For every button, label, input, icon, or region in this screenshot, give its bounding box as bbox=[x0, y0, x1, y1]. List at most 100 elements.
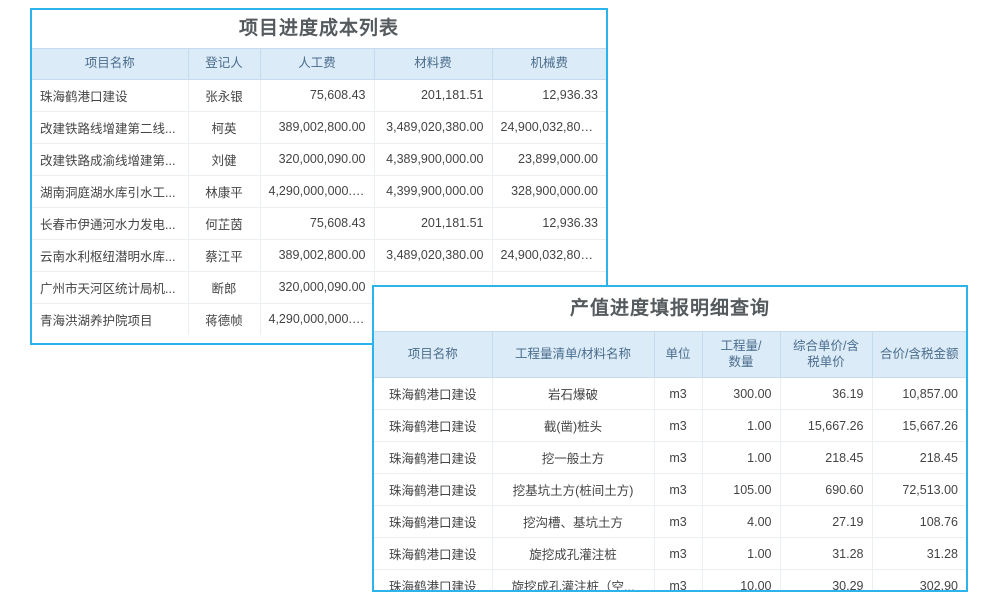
panel-output-progress-detail-query: 产值进度填报明细查询 项目名称 工程量清单/材料名称 单位 工程量/ 数量 综合… bbox=[372, 285, 968, 592]
cell-unit-price: 30.29 bbox=[780, 569, 873, 590]
cell-machinery-cost: 24,900,032,800.00 bbox=[492, 239, 606, 272]
cell-boq-material-name: 旋挖成孔灌注桩（空... bbox=[492, 569, 655, 590]
column-header-total-amount[interactable]: 合价/含税金额 bbox=[872, 330, 966, 379]
cell-project-name[interactable]: 云南水利枢纽潜明水库... bbox=[32, 239, 189, 272]
table-row[interactable]: 改建铁路线增建第二线... 柯英 389,002,800.00 3,489,02… bbox=[32, 111, 606, 144]
cell-labor-cost: 4,290,000,000.00 bbox=[260, 175, 375, 208]
cell-unit: m3 bbox=[654, 505, 703, 539]
column-header-machinery-cost[interactable]: 机械费 bbox=[492, 48, 606, 80]
cell-quantity: 300.00 bbox=[702, 377, 781, 411]
column-header-quantity[interactable]: 工程量/ 数量 bbox=[702, 330, 781, 379]
cell-project-name[interactable]: 珠海鹤港口建设 bbox=[374, 569, 493, 590]
cell-unit-price: 36.19 bbox=[780, 377, 873, 411]
cell-registrant: 蔡江平 bbox=[188, 239, 261, 272]
table-row[interactable]: 改建铁路成渝线增建第... 刘健 320,000,090.00 4,389,90… bbox=[32, 143, 606, 176]
cell-project-name[interactable]: 广州市天河区统计局机... bbox=[32, 271, 189, 304]
cell-quantity: 1.00 bbox=[702, 409, 781, 443]
cell-unit: m3 bbox=[654, 377, 703, 411]
column-header-registrant[interactable]: 登记人 bbox=[188, 48, 261, 80]
cell-project-name[interactable]: 长春市伊通河水力发电... bbox=[32, 207, 189, 240]
cell-labor-cost: 320,000,090.00 bbox=[260, 271, 375, 304]
table-row[interactable]: 珠海鹤港口建设 旋挖成孔灌注桩（空... m3 10.00 30.29 302.… bbox=[374, 569, 966, 590]
column-header-unit-price[interactable]: 综合单价/含 税单价 bbox=[780, 330, 873, 379]
cell-registrant: 何芷茵 bbox=[188, 207, 261, 240]
cell-project-name[interactable]: 珠海鹤港口建设 bbox=[32, 79, 189, 112]
cell-labor-cost: 389,002,800.00 bbox=[260, 111, 375, 144]
cell-unit: m3 bbox=[654, 441, 703, 475]
cell-unit: m3 bbox=[654, 473, 703, 507]
cell-quantity: 10.00 bbox=[702, 569, 781, 590]
cell-registrant: 刘健 bbox=[188, 143, 261, 176]
cell-quantity: 1.00 bbox=[702, 441, 781, 475]
table-row[interactable]: 珠海鹤港口建设 旋挖成孔灌注桩 m3 1.00 31.28 31.28 bbox=[374, 537, 966, 571]
cell-unit: m3 bbox=[654, 569, 703, 590]
cell-unit: m3 bbox=[654, 537, 703, 571]
table-row[interactable]: 珠海鹤港口建设 挖一般土方 m3 1.00 218.45 218.45 bbox=[374, 441, 966, 475]
table-header-row: 项目名称 工程量清单/材料名称 单位 工程量/ 数量 综合单价/含 税单价 合价… bbox=[374, 330, 966, 379]
table-row[interactable]: 珠海鹤港口建设 挖基坑土方(桩间土方) m3 105.00 690.60 72,… bbox=[374, 473, 966, 507]
column-header-boq-material-name[interactable]: 工程量清单/材料名称 bbox=[492, 330, 655, 379]
cell-registrant: 柯英 bbox=[188, 111, 261, 144]
cell-boq-material-name: 挖一般土方 bbox=[492, 441, 655, 475]
column-header-unit[interactable]: 单位 bbox=[654, 330, 703, 379]
cell-labor-cost: 75,608.43 bbox=[260, 207, 375, 240]
cell-total-amount: 218.45 bbox=[872, 441, 966, 475]
column-header-project-name[interactable]: 项目名称 bbox=[32, 48, 189, 80]
table-row[interactable]: 珠海鹤港口建设 岩石爆破 m3 300.00 36.19 10,857.00 bbox=[374, 377, 966, 411]
cell-unit-price: 690.60 bbox=[780, 473, 873, 507]
table-row[interactable]: 湖南洞庭湖水库引水工... 林康平 4,290,000,000.00 4,399… bbox=[32, 175, 606, 208]
cell-labor-cost: 4,290,000,000.00 bbox=[260, 303, 375, 335]
cell-labor-cost: 320,000,090.00 bbox=[260, 143, 375, 176]
cell-boq-material-name: 截(凿)桩头 bbox=[492, 409, 655, 443]
cell-machinery-cost: 12,936.33 bbox=[492, 79, 606, 112]
cell-project-name[interactable]: 珠海鹤港口建设 bbox=[374, 441, 493, 475]
cell-unit-price: 31.28 bbox=[780, 537, 873, 571]
cell-quantity: 4.00 bbox=[702, 505, 781, 539]
cell-boq-material-name: 旋挖成孔灌注桩 bbox=[492, 537, 655, 571]
cell-project-name[interactable]: 改建铁路线增建第二线... bbox=[32, 111, 189, 144]
cell-project-name[interactable]: 珠海鹤港口建设 bbox=[374, 537, 493, 571]
cell-machinery-cost: 328,900,000.00 bbox=[492, 175, 606, 208]
table-header-row: 项目名称 登记人 人工费 材料费 机械费 bbox=[32, 48, 606, 80]
cell-project-name[interactable]: 珠海鹤港口建设 bbox=[374, 377, 493, 411]
cell-boq-material-name: 挖基坑土方(桩间土方) bbox=[492, 473, 655, 507]
table-row[interactable]: 珠海鹤港口建设 张永银 75,608.43 201,181.51 12,936.… bbox=[32, 79, 606, 112]
cell-unit-price: 218.45 bbox=[780, 441, 873, 475]
cell-labor-cost: 389,002,800.00 bbox=[260, 239, 375, 272]
cell-total-amount: 31.28 bbox=[872, 537, 966, 571]
column-header-project-name[interactable]: 项目名称 bbox=[374, 330, 493, 379]
cell-material-cost: 201,181.51 bbox=[374, 207, 493, 240]
cell-project-name[interactable]: 珠海鹤港口建设 bbox=[374, 473, 493, 507]
cell-material-cost: 3,489,020,380.00 bbox=[374, 239, 493, 272]
column-header-labor-cost[interactable]: 人工费 bbox=[260, 48, 375, 80]
cell-machinery-cost: 23,899,000.00 bbox=[492, 143, 606, 176]
table-output-progress-detail: 项目名称 工程量清单/材料名称 单位 工程量/ 数量 综合单价/含 税单价 合价… bbox=[374, 330, 966, 590]
column-header-material-cost[interactable]: 材料费 bbox=[374, 48, 493, 80]
cell-material-cost: 4,389,900,000.00 bbox=[374, 143, 493, 176]
cell-unit-price: 15,667.26 bbox=[780, 409, 873, 443]
cell-project-name[interactable]: 珠海鹤港口建设 bbox=[374, 409, 493, 443]
cell-registrant: 蒋德帧 bbox=[188, 303, 261, 335]
cell-labor-cost: 75,608.43 bbox=[260, 79, 375, 112]
cell-total-amount: 72,513.00 bbox=[872, 473, 966, 507]
cell-material-cost: 201,181.51 bbox=[374, 79, 493, 112]
table-row[interactable]: 珠海鹤港口建设 挖沟槽、基坑土方 m3 4.00 27.19 108.76 bbox=[374, 505, 966, 539]
cell-unit-price: 27.19 bbox=[780, 505, 873, 539]
cell-registrant: 林康平 bbox=[188, 175, 261, 208]
table-row[interactable]: 云南水利枢纽潜明水库... 蔡江平 389,002,800.00 3,489,0… bbox=[32, 239, 606, 272]
panel-title-output: 产值进度填报明细查询 bbox=[374, 287, 966, 331]
panel-title-cost: 项目进度成本列表 bbox=[32, 10, 606, 48]
table-row[interactable]: 珠海鹤港口建设 截(凿)桩头 m3 1.00 15,667.26 15,667.… bbox=[374, 409, 966, 443]
cell-boq-material-name: 挖沟槽、基坑土方 bbox=[492, 505, 655, 539]
cell-project-name[interactable]: 青海洪湖养护院项目 bbox=[32, 303, 189, 335]
cell-project-name[interactable]: 湖南洞庭湖水库引水工... bbox=[32, 175, 189, 208]
cell-total-amount: 10,857.00 bbox=[872, 377, 966, 411]
cell-project-name[interactable]: 珠海鹤港口建设 bbox=[374, 505, 493, 539]
cell-machinery-cost: 24,900,032,800.00 bbox=[492, 111, 606, 144]
cell-boq-material-name: 岩石爆破 bbox=[492, 377, 655, 411]
cell-total-amount: 15,667.26 bbox=[872, 409, 966, 443]
cell-quantity: 1.00 bbox=[702, 537, 781, 571]
table-row[interactable]: 长春市伊通河水力发电... 何芷茵 75,608.43 201,181.51 1… bbox=[32, 207, 606, 240]
cell-project-name[interactable]: 改建铁路成渝线增建第... bbox=[32, 143, 189, 176]
cell-registrant: 张永银 bbox=[188, 79, 261, 112]
